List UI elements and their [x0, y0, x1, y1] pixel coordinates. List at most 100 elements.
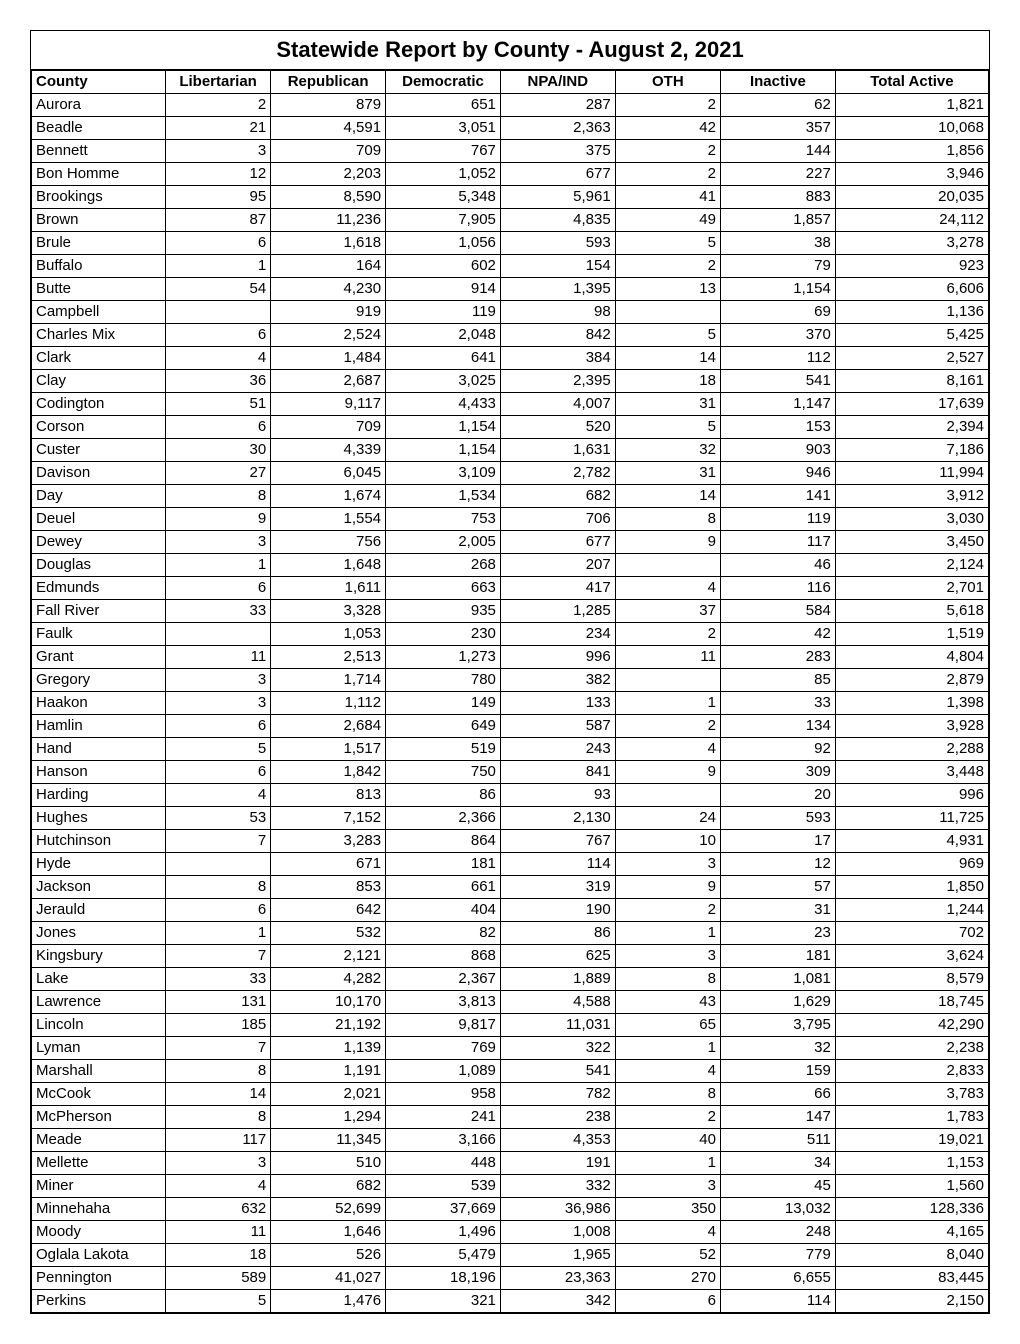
cell-value: 1,484 [271, 347, 386, 370]
cell-county: Lincoln [32, 1014, 166, 1037]
cell-value: 6,606 [835, 278, 988, 301]
cell-value: 7,905 [386, 209, 501, 232]
cell-value: 2,833 [835, 1060, 988, 1083]
cell-value: 1,273 [386, 646, 501, 669]
table-row: Custer304,3391,1541,631329037,186 [32, 439, 989, 462]
cell-value: 1,476 [271, 1290, 386, 1313]
cell-value: 3 [165, 669, 270, 692]
cell-value: 935 [386, 600, 501, 623]
cell-value: 969 [835, 853, 988, 876]
cell-value: 13 [615, 278, 720, 301]
cell-value: 43 [615, 991, 720, 1014]
cell-value: 11 [165, 646, 270, 669]
table-row: Campbell91911998691,136 [32, 301, 989, 324]
table-row: Lake334,2822,3671,88981,0818,579 [32, 968, 989, 991]
table-row: Charles Mix62,5242,04884253705,425 [32, 324, 989, 347]
cell-value: 510 [271, 1152, 386, 1175]
cell-value: 4 [615, 577, 720, 600]
cell-value: 1,008 [500, 1221, 615, 1244]
cell-value: 1,191 [271, 1060, 386, 1083]
report-title: Statewide Report by County - August 2, 2… [31, 31, 989, 70]
cell-value: 4,835 [500, 209, 615, 232]
cell-value: 144 [720, 140, 835, 163]
cell-value: 18,745 [835, 991, 988, 1014]
table-row: Mellette35104481911341,153 [32, 1152, 989, 1175]
cell-value: 2,394 [835, 416, 988, 439]
cell-value: 4,591 [271, 117, 386, 140]
cell-value: 79 [720, 255, 835, 278]
cell-value: 2,150 [835, 1290, 988, 1313]
cell-county: Clark [32, 347, 166, 370]
cell-value: 7 [165, 1037, 270, 1060]
cell-county: Codington [32, 393, 166, 416]
cell-value: 42 [720, 623, 835, 646]
table-row: Moody111,6461,4961,00842484,165 [32, 1221, 989, 1244]
cell-value: 116 [720, 577, 835, 600]
cell-value: 663 [386, 577, 501, 600]
cell-value: 53 [165, 807, 270, 830]
cell-value: 114 [720, 1290, 835, 1313]
cell-value: 2,121 [271, 945, 386, 968]
cell-value: 780 [386, 669, 501, 692]
cell-value: 593 [720, 807, 835, 830]
cell-value [165, 853, 270, 876]
table-row: Hutchinson73,28386476710174,931 [32, 830, 989, 853]
cell-value: 11 [615, 646, 720, 669]
cell-value: 342 [500, 1290, 615, 1313]
table-row: Brown8711,2367,9054,835491,85724,112 [32, 209, 989, 232]
cell-value: 20,035 [835, 186, 988, 209]
table-row: Meade11711,3453,1664,3534051119,021 [32, 1129, 989, 1152]
cell-value: 782 [500, 1083, 615, 1106]
cell-value: 589 [165, 1267, 270, 1290]
cell-value: 1,821 [835, 94, 988, 117]
cell-value: 2,203 [271, 163, 386, 186]
table-row: Deuel91,55475370681193,030 [32, 508, 989, 531]
cell-value: 914 [386, 278, 501, 301]
cell-value: 879 [271, 94, 386, 117]
cell-value: 996 [500, 646, 615, 669]
cell-value: 86 [386, 784, 501, 807]
cell-county: Campbell [32, 301, 166, 324]
cell-value: 191 [500, 1152, 615, 1175]
cell-value: 2,782 [500, 462, 615, 485]
cell-value: 185 [165, 1014, 270, 1037]
table-row: McPherson81,29424123821471,783 [32, 1106, 989, 1129]
cell-county: Dewey [32, 531, 166, 554]
cell-value: 2 [615, 899, 720, 922]
cell-value: 2,048 [386, 324, 501, 347]
cell-value: 1,154 [720, 278, 835, 301]
cell-value: 883 [720, 186, 835, 209]
cell-value: 11,031 [500, 1014, 615, 1037]
cell-value: 11,345 [271, 1129, 386, 1152]
cell-value: 632 [165, 1198, 270, 1221]
cell-value: 1,783 [835, 1106, 988, 1129]
report-table: County Libertarian Republican Democratic… [31, 70, 989, 1313]
table-row: Butte544,2309141,395131,1546,606 [32, 278, 989, 301]
cell-value: 1,889 [500, 968, 615, 991]
cell-value: 3,912 [835, 485, 988, 508]
cell-value: 1,517 [271, 738, 386, 761]
cell-value: 8 [165, 1060, 270, 1083]
table-header-row: County Libertarian Republican Democratic… [32, 71, 989, 94]
cell-county: Edmunds [32, 577, 166, 600]
cell-value: 8,579 [835, 968, 988, 991]
table-row: Buffalo1164602154279923 [32, 255, 989, 278]
cell-value: 4 [165, 1175, 270, 1198]
table-row: Dewey37562,00567791173,450 [32, 531, 989, 554]
cell-county: Beadle [32, 117, 166, 140]
cell-value: 350 [615, 1198, 720, 1221]
col-header-republican: Republican [271, 71, 386, 94]
table-row: Haakon31,1121491331331,398 [32, 692, 989, 715]
cell-value: 42 [615, 117, 720, 140]
cell-value: 112 [720, 347, 835, 370]
cell-value: 8 [165, 876, 270, 899]
cell-value: 4 [165, 784, 270, 807]
cell-value: 1,136 [835, 301, 988, 324]
cell-value: 128,336 [835, 1198, 988, 1221]
cell-value: 7,186 [835, 439, 988, 462]
cell-county: Hutchinson [32, 830, 166, 853]
cell-value: 4,007 [500, 393, 615, 416]
cell-value: 23,363 [500, 1267, 615, 1290]
cell-value: 5 [615, 416, 720, 439]
cell-value: 682 [271, 1175, 386, 1198]
